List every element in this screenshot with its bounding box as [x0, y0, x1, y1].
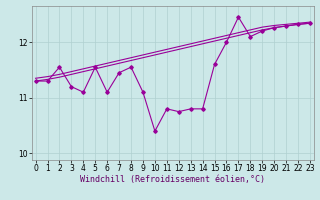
X-axis label: Windchill (Refroidissement éolien,°C): Windchill (Refroidissement éolien,°C): [80, 175, 265, 184]
